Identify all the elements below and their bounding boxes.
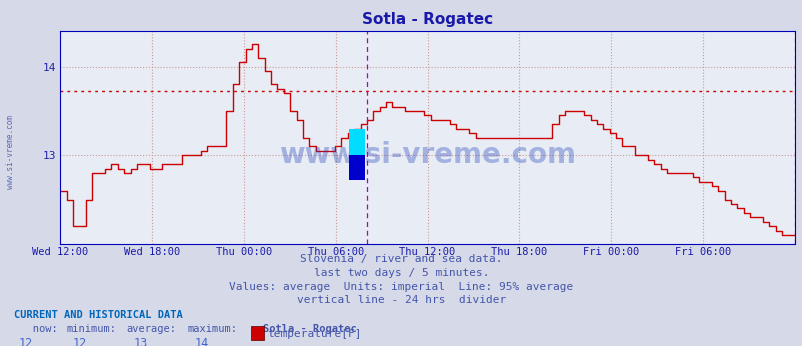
Text: vertical line - 24 hrs  divider: vertical line - 24 hrs divider — [297, 295, 505, 305]
Text: minimum:: minimum: — [67, 324, 116, 334]
Text: 13: 13 — [133, 337, 148, 346]
Bar — [349, 129, 365, 180]
Bar — [349, 129, 365, 155]
Text: Values: average  Units: imperial  Line: 95% average: Values: average Units: imperial Line: 95… — [229, 282, 573, 292]
Bar — [349, 155, 365, 180]
Text: 14: 14 — [194, 337, 209, 346]
Title: Sotla - Rogatec: Sotla - Rogatec — [362, 12, 492, 27]
Text: Slovenia / river and sea data.: Slovenia / river and sea data. — [300, 254, 502, 264]
Text: average:: average: — [127, 324, 176, 334]
Text: CURRENT AND HISTORICAL DATA: CURRENT AND HISTORICAL DATA — [14, 310, 183, 320]
Text: maximum:: maximum: — [187, 324, 237, 334]
Text: Sotla - Rogatec: Sotla - Rogatec — [263, 324, 357, 334]
Text: temperature[F]: temperature[F] — [267, 329, 362, 339]
Text: 12: 12 — [18, 337, 33, 346]
Text: now:: now: — [14, 324, 58, 334]
Text: www.si-vreme.com: www.si-vreme.com — [279, 140, 575, 169]
Text: last two days / 5 minutes.: last two days / 5 minutes. — [314, 268, 488, 278]
Text: 12: 12 — [72, 337, 87, 346]
Text: www.si-vreme.com: www.si-vreme.com — [6, 115, 15, 189]
